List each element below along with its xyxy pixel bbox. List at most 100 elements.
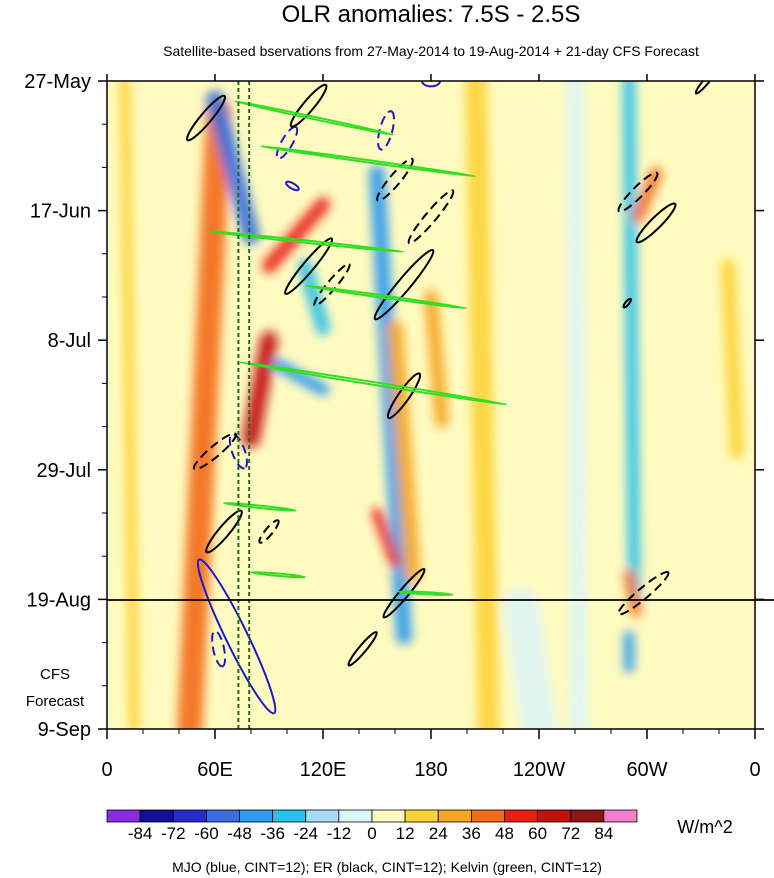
er-contour-5 — [407, 189, 455, 245]
colorbar-swatch-13 — [537, 809, 572, 823]
mjo-contour-6 — [228, 433, 248, 470]
x-tick-label-5: 60W — [626, 759, 667, 781]
er-contour-1 — [289, 83, 328, 128]
colorbar-label-14: 84 — [594, 824, 613, 843]
anomaly-band-3 — [206, 90, 260, 245]
anomaly-band-8 — [371, 507, 401, 568]
er-contour-14 — [617, 171, 659, 213]
colorbar-label-12: 60 — [528, 824, 547, 843]
anomaly-band-17 — [119, 81, 140, 729]
chart-subtitle: Satellite-based bservations from 27-May-… — [163, 43, 699, 59]
colorbar-label-7: 0 — [367, 824, 376, 843]
anomaly-band-0 — [177, 99, 232, 729]
kelvin-contour-7 — [397, 590, 454, 597]
kelvin-contour-1 — [260, 145, 476, 178]
mjo-contour-4 — [421, 81, 441, 88]
x-tick-label-1: 60E — [197, 759, 233, 781]
colorbar-label-11: 48 — [495, 824, 514, 843]
mjo-contour-0 — [196, 558, 277, 715]
colorbar-swatch-9 — [404, 809, 439, 823]
y-tick-label-3: 29-Jul — [37, 460, 91, 482]
er-contour-11 — [382, 567, 426, 619]
colorbar-label-9: 24 — [429, 824, 448, 843]
er-contour-7 — [386, 372, 422, 420]
forecast-label-line1: CFS — [40, 666, 70, 683]
kelvin-contour-2 — [205, 230, 405, 253]
anomaly-field — [107, 81, 755, 729]
er-contour-6 — [313, 262, 351, 307]
kelvin-contour-4 — [239, 361, 508, 406]
anomaly-band-14 — [503, 587, 557, 729]
colorbar: -84 -72 -60 -48 -36 -24 -12 0 12 24 36 48 60 72 84 — [106, 809, 638, 843]
anomaly-band-13 — [566, 81, 588, 729]
colorbar-swatch-7 — [338, 809, 373, 823]
anomaly-band-18 — [720, 258, 745, 459]
x-tick-label-2: 120E — [300, 759, 347, 781]
x-tick-label-0: 0 — [101, 759, 112, 781]
colorbar-label-13: 72 — [561, 824, 580, 843]
colorbar-swatch-8 — [371, 809, 406, 823]
colorbar-swatch-4 — [239, 809, 274, 823]
kelvin-contour-0 — [233, 100, 395, 136]
x-tick-label-6: 0 — [749, 759, 760, 781]
y-tick-label-1: 17-Jun — [30, 201, 91, 223]
field-blobs — [119, 81, 745, 729]
colorbar-swatch-6 — [305, 809, 340, 823]
plot-area — [107, 81, 755, 729]
colorbar-swatch-2 — [172, 809, 207, 823]
x-tick-label-4: 120W — [513, 759, 565, 781]
colorbar-label-2: -60 — [194, 824, 219, 843]
anomaly-band-6 — [386, 319, 422, 583]
colorbar-swatch-14 — [570, 809, 605, 823]
y-tick-label-4: 19-Aug — [27, 589, 92, 611]
anomaly-band-12 — [465, 81, 500, 729]
y-tick-label-5: 9-Sep — [38, 719, 91, 741]
er-contour-4 — [373, 248, 435, 321]
mjo-contours — [196, 81, 441, 715]
anomaly-band-9 — [622, 81, 641, 606]
y-tick-label-0: 27-May — [24, 71, 91, 93]
colorbar-swatch-11 — [470, 809, 505, 823]
mjo-contour-3 — [377, 110, 395, 151]
colorbar-swatch-10 — [437, 809, 472, 823]
colorbar-swatch-5 — [272, 809, 307, 823]
axes: 0 60E 120E 180 120W 60W 0 27-May 17-Jun 8-Jul 29-J… — [24, 71, 764, 781]
er-contour-2 — [376, 157, 414, 202]
kelvin-contour-5 — [223, 501, 297, 512]
er-contour-3 — [284, 237, 334, 295]
colorbar-label-10: 36 — [462, 824, 481, 843]
mjo-contour-5 — [285, 180, 300, 192]
colorbar-label-5: -24 — [293, 824, 318, 843]
forecast-label-line2: Forecast — [26, 693, 85, 710]
er-contour-15 — [617, 570, 670, 616]
er-contour-0 — [186, 94, 226, 142]
er-contour-12 — [347, 631, 378, 667]
anomaly-band-10 — [631, 167, 663, 224]
colorbar-label-3: -48 — [227, 824, 252, 843]
mjo-contour-2 — [275, 125, 299, 160]
colorbar-swatch-15 — [603, 809, 638, 823]
contour-layer — [186, 81, 719, 729]
contour-legend: MJO (blue, CINT=12); ER (black, CINT=12)… — [172, 859, 602, 875]
colorbar-swatch-1 — [139, 809, 174, 823]
er-contour-13 — [635, 202, 677, 244]
er-contours — [186, 81, 719, 667]
kelvin-contours — [205, 100, 508, 597]
y-tick-label-2: 8-Jul — [48, 330, 91, 352]
er-contour-17 — [622, 297, 632, 309]
anomaly-band-7 — [423, 289, 449, 428]
colorbar-swatch-12 — [504, 809, 539, 823]
er-contour-9 — [205, 509, 243, 554]
colorbar-label-6: -12 — [327, 824, 352, 843]
x-tick-label-3: 180 — [414, 759, 447, 781]
colorbar-unit: W/m^2 — [677, 817, 732, 837]
anomaly-band-2 — [261, 197, 331, 274]
colorbar-label-1: -72 — [161, 824, 186, 843]
er-contour-10 — [258, 519, 280, 544]
kelvin-contour-6 — [250, 571, 306, 579]
anomaly-band-1 — [242, 331, 278, 448]
colorbar-label-4: -36 — [260, 824, 285, 843]
mjo-contour-1 — [211, 630, 227, 668]
er-contour-8 — [193, 432, 237, 471]
colorbar-swatch-0 — [106, 809, 141, 823]
